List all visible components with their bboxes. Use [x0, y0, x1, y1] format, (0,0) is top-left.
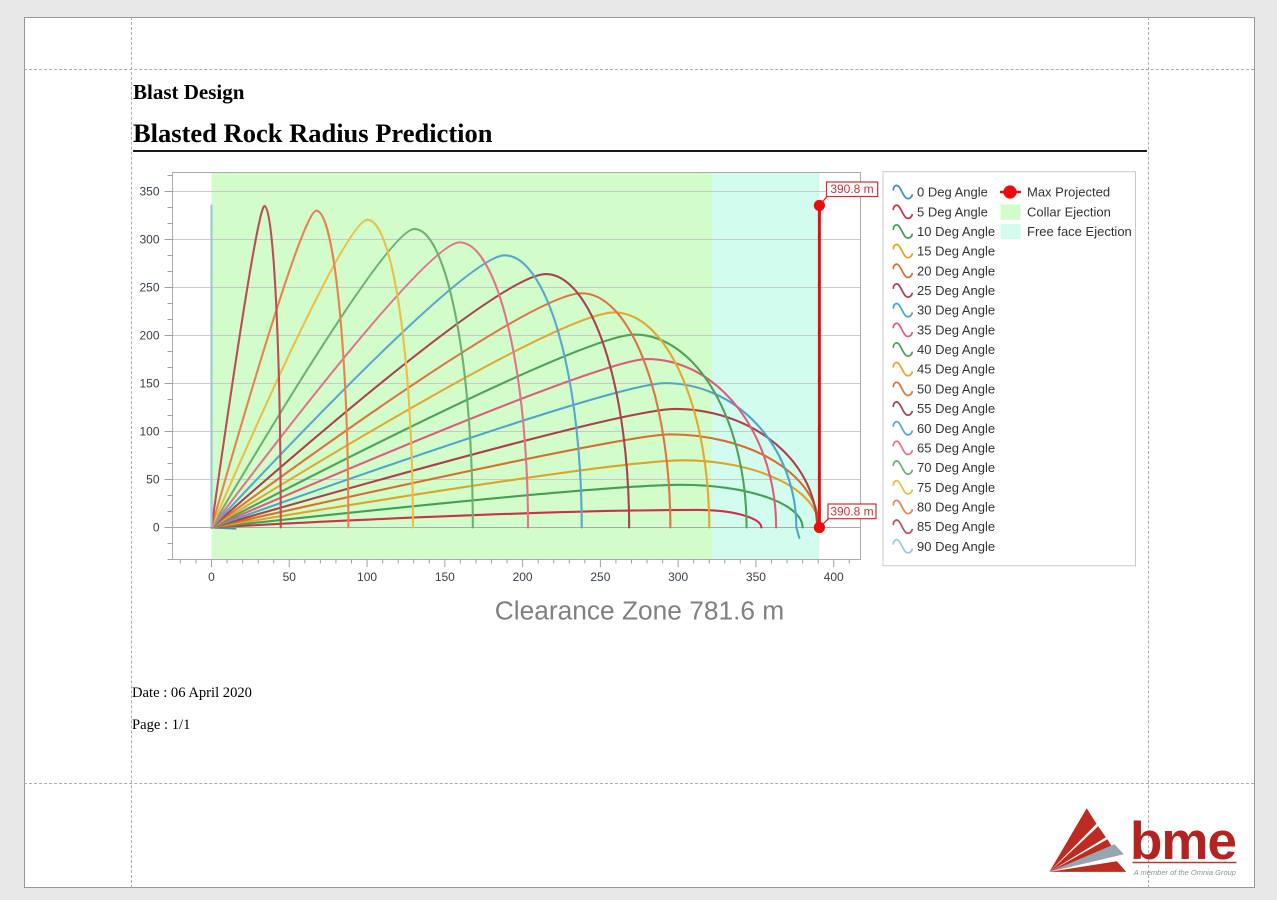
svg-text:300: 300 [139, 233, 159, 247]
svg-text:A member of the Omnia Group: A member of the Omnia Group [1133, 868, 1236, 877]
svg-text:50 Deg Angle: 50 Deg Angle [917, 381, 995, 396]
svg-text:30 Deg Angle: 30 Deg Angle [917, 303, 995, 318]
svg-text:390.8 m: 390.8 m [830, 182, 873, 196]
svg-text:0 Deg Angle: 0 Deg Angle [917, 185, 988, 200]
svg-text:150: 150 [435, 570, 455, 584]
svg-text:45 Deg Angle: 45 Deg Angle [917, 362, 995, 377]
svg-text:350: 350 [746, 570, 766, 584]
svg-text:Clearance Zone 781.6 m: Clearance Zone 781.6 m [495, 596, 784, 626]
svg-text:15 Deg Angle: 15 Deg Angle [917, 244, 995, 259]
svg-text:75 Deg Angle: 75 Deg Angle [917, 480, 995, 495]
svg-text:100: 100 [357, 570, 377, 584]
svg-text:40 Deg Angle: 40 Deg Angle [917, 342, 995, 357]
svg-text:bme: bme [1130, 812, 1236, 871]
svg-text:20 Deg Angle: 20 Deg Angle [917, 263, 995, 278]
svg-text:35 Deg Angle: 35 Deg Angle [917, 322, 995, 337]
svg-text:90 Deg Angle: 90 Deg Angle [917, 539, 995, 554]
svg-text:10 Deg Angle: 10 Deg Angle [917, 224, 995, 239]
svg-text:65 Deg Angle: 65 Deg Angle [917, 440, 995, 455]
svg-text:250: 250 [590, 570, 610, 584]
svg-text:150: 150 [139, 377, 159, 391]
svg-text:Max Projected: Max Projected [1027, 185, 1110, 200]
svg-text:100: 100 [139, 425, 159, 439]
svg-text:25 Deg Angle: 25 Deg Angle [917, 283, 995, 298]
svg-text:0: 0 [153, 521, 160, 535]
svg-text:5 Deg Angle: 5 Deg Angle [917, 204, 988, 219]
svg-text:350: 350 [139, 185, 159, 199]
svg-text:Free face Ejection: Free face Ejection [1027, 224, 1132, 239]
svg-text:85 Deg Angle: 85 Deg Angle [917, 519, 995, 534]
svg-text:400: 400 [824, 570, 844, 584]
svg-text:50: 50 [283, 570, 297, 584]
svg-text:390.8 m: 390.8 m [830, 504, 873, 518]
svg-text:Collar Ejection: Collar Ejection [1027, 204, 1111, 219]
svg-text:250: 250 [139, 281, 159, 295]
svg-text:55 Deg Angle: 55 Deg Angle [917, 401, 995, 416]
svg-text:60 Deg Angle: 60 Deg Angle [917, 421, 995, 436]
svg-text:300: 300 [668, 570, 688, 584]
svg-text:0: 0 [208, 570, 215, 584]
svg-text:200: 200 [139, 329, 159, 343]
svg-text:200: 200 [513, 570, 533, 584]
svg-text:70 Deg Angle: 70 Deg Angle [917, 460, 995, 475]
svg-text:50: 50 [146, 473, 160, 487]
svg-text:80 Deg Angle: 80 Deg Angle [917, 500, 995, 515]
